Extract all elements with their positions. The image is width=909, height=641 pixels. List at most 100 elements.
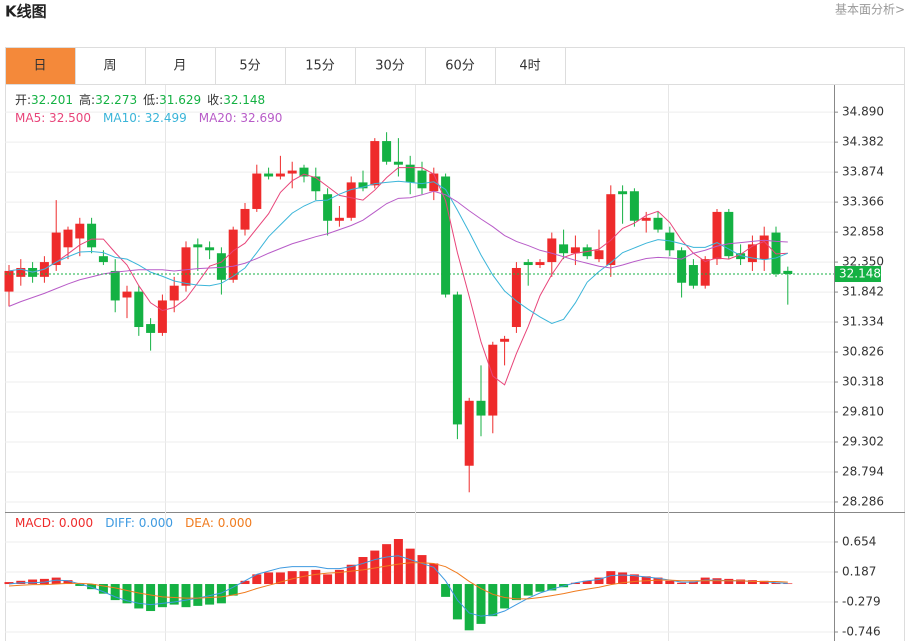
tab-label[interactable]: 日 [33, 59, 46, 74]
macd-bar [547, 584, 557, 591]
candle-body [559, 244, 569, 254]
candle-body [264, 173, 274, 177]
candle-body [146, 324, 156, 333]
macd-bar [476, 584, 486, 624]
candle-body [629, 191, 639, 221]
macd-bar [665, 580, 675, 585]
candle-body [464, 400, 474, 466]
candle-body [87, 223, 97, 248]
macd-bar [346, 564, 356, 585]
macd-bar [393, 539, 403, 585]
macd-bar [594, 577, 604, 585]
macd-bar [87, 584, 97, 590]
candle-body [122, 291, 132, 298]
y-tick-label: 31.842 [842, 285, 884, 299]
analysis-link[interactable]: 基本面分析> [835, 3, 905, 17]
macd-bar [606, 571, 616, 585]
candle-body [287, 170, 297, 174]
candle-body [665, 232, 675, 251]
macd-bar [724, 578, 734, 585]
tab-label[interactable]: 4时 [519, 59, 540, 74]
indicator-line [8, 555, 788, 617]
tab[interactable] [355, 47, 426, 85]
tab-label[interactable]: 60分 [445, 59, 475, 74]
candle-body [500, 338, 510, 342]
candle-body [641, 217, 651, 221]
macd-bar [653, 577, 663, 585]
macd-bar [39, 578, 49, 585]
y-tick-label: -0.746 [842, 624, 881, 638]
tab[interactable] [215, 47, 286, 85]
tab-label[interactable]: 月 [173, 59, 186, 74]
candle-body [759, 235, 769, 260]
macd-bar [146, 584, 156, 612]
macd-bar [334, 569, 344, 585]
indicator-line [8, 180, 788, 325]
y-tick-label: 0.187 [842, 564, 876, 578]
tab[interactable] [285, 47, 356, 85]
candle-body [110, 270, 120, 301]
indicator-line [8, 190, 788, 307]
candle-body [747, 244, 757, 263]
y-tick-label: 30.826 [842, 345, 884, 359]
macd-bar [641, 576, 651, 585]
legend-value: 32.201 [31, 93, 73, 107]
macd-bar [4, 582, 14, 585]
candle-body [700, 259, 710, 286]
tab-label[interactable]: 15分 [305, 59, 335, 74]
tab[interactable] [495, 47, 566, 85]
tab-label[interactable]: 周 [103, 59, 116, 74]
candle-body [75, 223, 85, 239]
macd-bar [771, 582, 781, 585]
candle-body [358, 182, 368, 189]
y-tick-label: -0.279 [842, 594, 881, 608]
candle-body [417, 170, 427, 189]
candle-body [252, 173, 262, 209]
candle-body [240, 208, 250, 230]
candle-body [134, 291, 144, 328]
y-tick-label: 28.794 [842, 464, 884, 478]
tab[interactable] [5, 47, 76, 85]
macd-bar [405, 548, 415, 585]
legend-label: 低: [143, 93, 159, 107]
macd-bar [216, 584, 226, 604]
candle-body [169, 285, 179, 301]
macd-bar [205, 584, 215, 605]
legend-entry: MA10: 32.499 [103, 111, 187, 125]
candle-body [157, 300, 167, 333]
macd-bar [677, 582, 687, 585]
tab[interactable] [75, 47, 146, 85]
candle-body [618, 191, 628, 195]
candle-body [677, 250, 687, 283]
macd-bar [511, 584, 521, 601]
macd-bar [134, 584, 144, 609]
indicator-line [8, 562, 788, 600]
macd-bar [51, 577, 61, 585]
candle-body [511, 267, 521, 328]
y-tick-label: 33.366 [842, 195, 884, 209]
macd-bar [228, 584, 238, 596]
tab-label[interactable]: 5分 [239, 59, 260, 74]
macd-bar [193, 584, 203, 606]
macd-bar [157, 584, 167, 608]
y-tick-label: 29.810 [842, 405, 884, 419]
candle-body [16, 267, 26, 277]
macd-bar [688, 581, 698, 585]
macd-bar [382, 544, 392, 585]
tab[interactable] [145, 47, 216, 85]
candle-body [311, 176, 321, 192]
candle-body [323, 194, 333, 221]
macd-bar [570, 582, 580, 585]
macd-bar [736, 579, 746, 585]
candle-body [346, 182, 356, 218]
macd-bar [275, 572, 285, 585]
y-tick-label: 33.874 [842, 165, 884, 179]
candle-body [606, 194, 616, 266]
candle-body [63, 229, 73, 248]
tab-label[interactable]: 30分 [375, 59, 405, 74]
macd-bar [169, 584, 179, 605]
macd-bar [122, 584, 132, 604]
y-tick-label: 31.334 [842, 315, 884, 329]
candle-body [570, 247, 580, 254]
macd-bar [441, 584, 451, 597]
